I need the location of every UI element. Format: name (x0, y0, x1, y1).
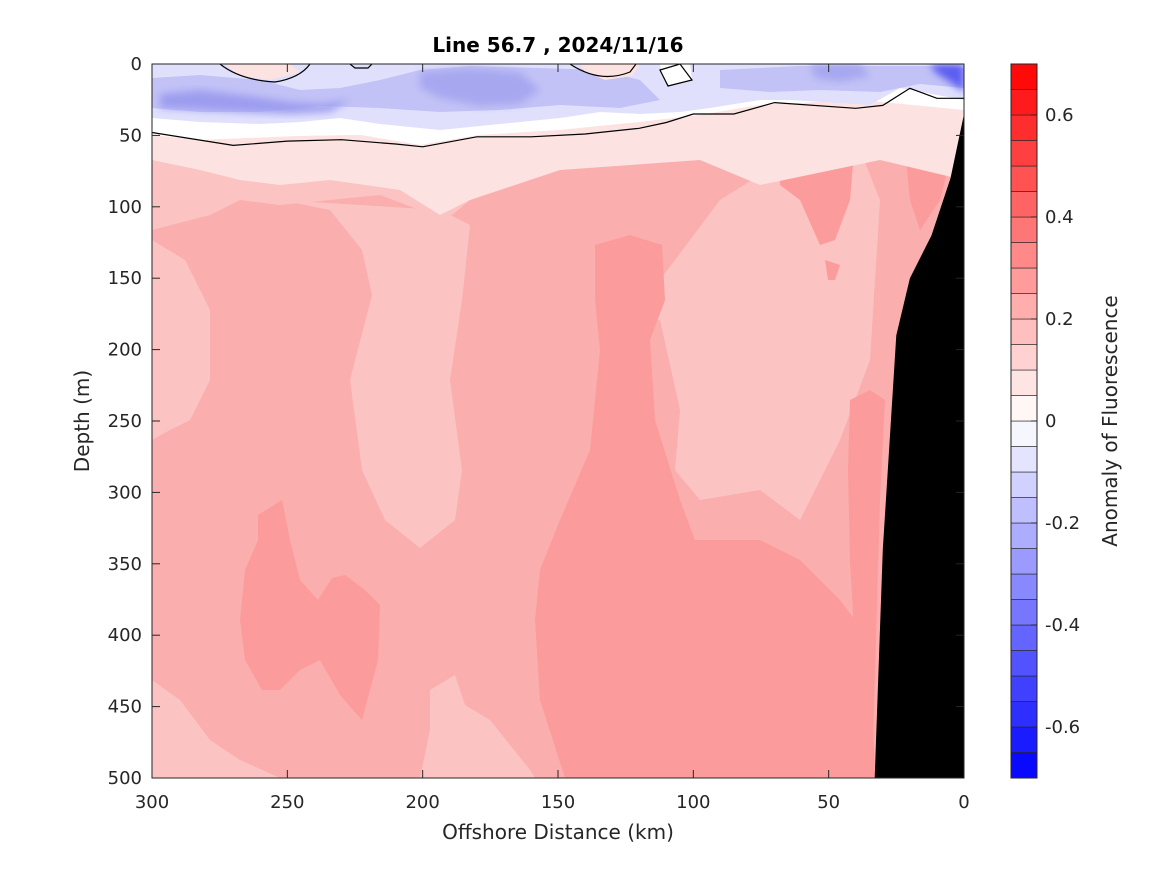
colorbar-segment (1010, 344, 1038, 371)
y-tick-label: 100 (108, 197, 142, 218)
field-dark-region (825, 260, 840, 280)
colorbar-segment (1010, 114, 1038, 141)
colorbar-segment (1010, 701, 1038, 728)
x-tick-label: 50 (817, 792, 840, 813)
y-tick-label: 150 (108, 268, 142, 289)
y-tick-label: 300 (108, 482, 142, 503)
x-tick-label: 100 (676, 792, 710, 813)
field-near-zero-band (152, 100, 964, 215)
colorbar-tick-label: -0.6 (1045, 717, 1080, 738)
colorbar-segment (1010, 471, 1038, 498)
colorbar-segment (1010, 318, 1038, 345)
zero-contour-line (219, 64, 311, 83)
zero-contour-line (152, 87, 964, 148)
x-tick-label: 0 (958, 792, 969, 813)
colorbar-label: Anomaly of Fluorescence (1098, 295, 1122, 546)
field-negative-strong (420, 68, 540, 106)
colorbar-segment (1010, 242, 1038, 269)
field-dark-region (848, 390, 885, 778)
y-tick-label: 250 (108, 411, 142, 432)
colorbar-tick-label: -0.4 (1045, 615, 1080, 636)
field-light-region (280, 200, 470, 548)
colorbar-segment (1010, 497, 1038, 524)
y-tick-label: 350 (108, 554, 142, 575)
colorbar-segment (1010, 140, 1038, 167)
colorbar-tick-label: 0.6 (1045, 105, 1074, 126)
y-tick-label: 50 (119, 125, 142, 146)
zero-contour-line (569, 64, 637, 78)
colorbar-segment (1010, 675, 1038, 702)
colorbar-tick-label: 0 (1045, 411, 1056, 432)
colorbar-tick-label: -0.2 (1045, 513, 1080, 534)
colorbar-segment (1010, 599, 1038, 626)
chart-title: Line 56.7 , 2024/11/16 (432, 33, 683, 57)
field-light-region (600, 140, 880, 520)
field-light-region (152, 240, 210, 440)
colorbar-segment (1010, 293, 1038, 320)
zero-contour-line (659, 64, 694, 87)
field-light-region (152, 680, 280, 778)
colorbar-tick-label: 0.2 (1045, 309, 1074, 330)
colorbar-segment (1010, 395, 1038, 422)
x-tick-label: 300 (135, 792, 169, 813)
y-tick-label: 500 (108, 768, 142, 789)
x-axis: 300 250 200 150 100 50 0 (135, 64, 970, 813)
colorbar-segment (1010, 89, 1038, 116)
field-negative-strong (160, 90, 350, 114)
colorbar-segment (1010, 216, 1038, 243)
colorbar-segment (1010, 420, 1038, 447)
colorbar-segment (1010, 573, 1038, 600)
y-tick-label: 200 (108, 340, 142, 361)
x-tick-label: 150 (541, 792, 575, 813)
colorbar-segment (1010, 548, 1038, 575)
y-axis-label: Depth (m) (70, 370, 94, 472)
field-negative-strong (810, 64, 870, 82)
x-axis-label: Offshore Distance (km) (442, 820, 674, 844)
bathymetry-land (874, 114, 964, 778)
x-tick-label: 200 (405, 792, 439, 813)
y-tick-label: 400 (108, 625, 142, 646)
colorbar-segment (1010, 446, 1038, 473)
plot-area (152, 64, 964, 778)
zero-contour-line (349, 64, 373, 69)
x-tick-label: 250 (270, 792, 304, 813)
colorbar-segment (1010, 650, 1038, 677)
field-surface-warm-spot (580, 64, 640, 80)
y-tick-label: 450 (108, 697, 142, 718)
field-dark-region (535, 235, 875, 778)
colorbar-segment (1010, 369, 1038, 396)
colorbar-segment (1010, 63, 1038, 90)
field-negative-max (930, 64, 964, 92)
field-light-region (420, 675, 535, 778)
y-axis: 0 50 100 150 200 250 300 350 400 450 500 (108, 54, 964, 789)
colorbar-segment (1010, 267, 1038, 294)
colorbar (1010, 63, 1038, 779)
colorbar-segment (1010, 522, 1038, 549)
colorbar-segment (1010, 165, 1038, 192)
colorbar-segment (1010, 624, 1038, 651)
colorbar-ticks: 0.6 0.4 0.2 0 -0.2 -0.4 -0.6 (1031, 105, 1080, 738)
colorbar-segment (1010, 752, 1038, 779)
y-tick-label: 0 (131, 54, 142, 75)
colorbar-segment (1010, 726, 1038, 753)
field-dark-region (240, 500, 380, 720)
colorbar-tick-label: 0.4 (1045, 207, 1074, 228)
colorbar-segment (1010, 191, 1038, 218)
